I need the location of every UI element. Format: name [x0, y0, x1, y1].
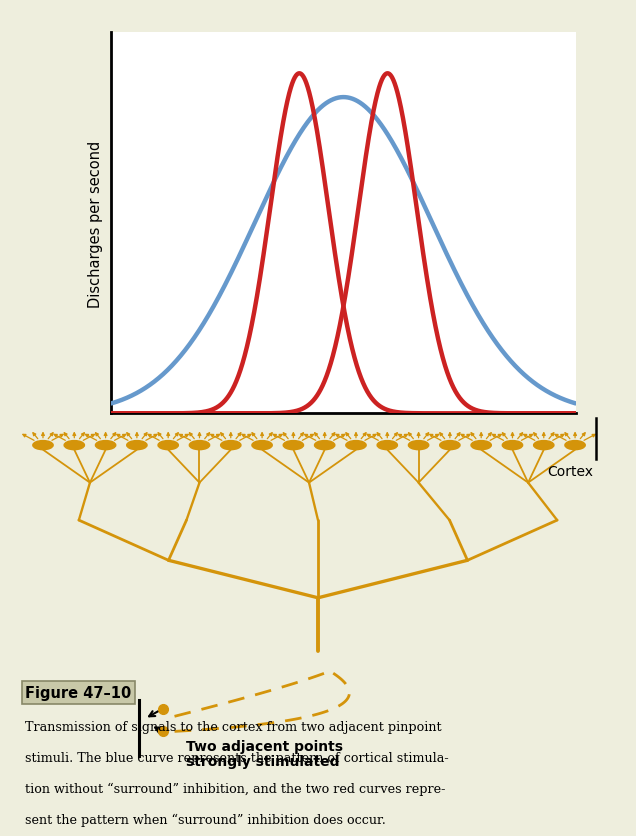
- Circle shape: [502, 441, 523, 450]
- Text: Figure 47–10: Figure 47–10: [25, 686, 132, 700]
- Text: sent the pattern when “surround” inhibition does occur.: sent the pattern when “surround” inhibit…: [25, 813, 386, 826]
- Circle shape: [408, 441, 429, 450]
- Circle shape: [439, 441, 460, 450]
- Circle shape: [64, 441, 85, 450]
- Circle shape: [534, 441, 554, 450]
- Text: strongly stimulated: strongly stimulated: [186, 754, 340, 768]
- Circle shape: [283, 441, 303, 450]
- Circle shape: [315, 441, 335, 450]
- Circle shape: [33, 441, 53, 450]
- Circle shape: [346, 441, 366, 450]
- Circle shape: [95, 441, 116, 450]
- Text: Transmission of signals to the cortex from two adjacent pinpoint: Transmission of signals to the cortex fr…: [25, 720, 442, 733]
- Circle shape: [158, 441, 178, 450]
- Text: Cortex: Cortex: [547, 464, 593, 478]
- Circle shape: [565, 441, 585, 450]
- Circle shape: [190, 441, 210, 450]
- Text: tion without “surround” inhibition, and the two red curves repre-: tion without “surround” inhibition, and …: [25, 782, 446, 795]
- Text: Two adjacent points: Two adjacent points: [186, 739, 343, 753]
- Circle shape: [252, 441, 272, 450]
- Circle shape: [221, 441, 241, 450]
- Circle shape: [377, 441, 398, 450]
- Circle shape: [127, 441, 147, 450]
- Y-axis label: Discharges per second: Discharges per second: [88, 140, 103, 307]
- Circle shape: [471, 441, 492, 450]
- Text: stimuli. The blue curve represents the pattern of cortical stimula-: stimuli. The blue curve represents the p…: [25, 751, 449, 764]
